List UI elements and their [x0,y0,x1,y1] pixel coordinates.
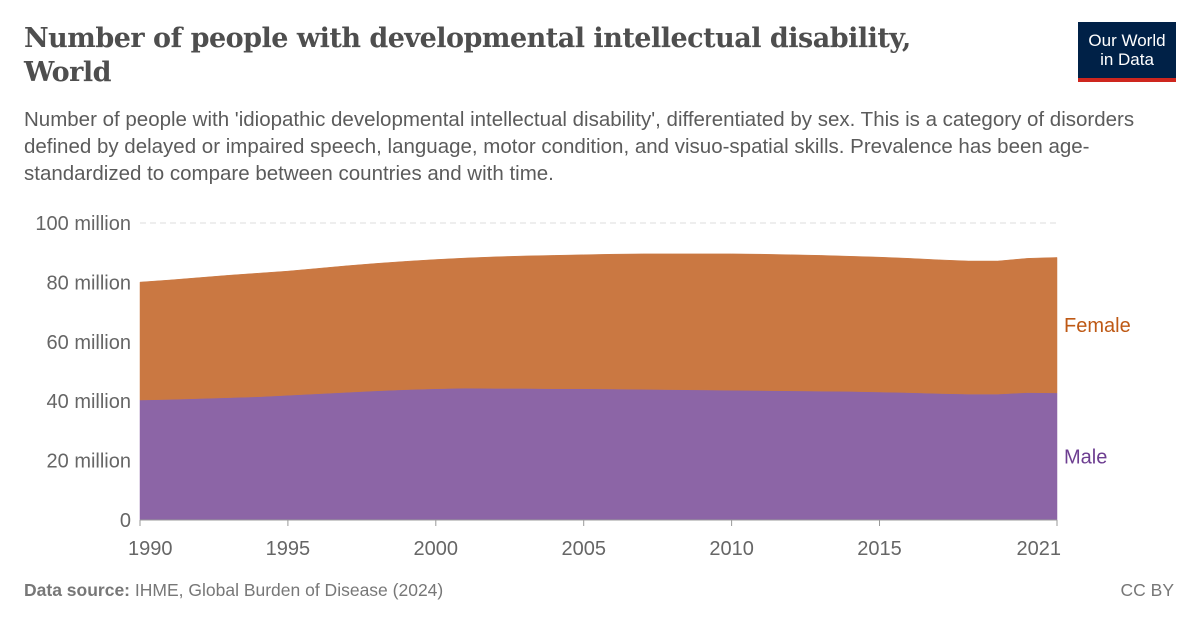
y-tick-label: 100 million [35,213,131,235]
x-tick-label: 1990 [128,538,173,560]
logo-text: Our World in Data [1088,31,1166,69]
x-tick-label: 2000 [414,538,459,560]
source-text[interactable]: IHME, Global Burden of Disease (2024) [134,580,444,600]
source-label: Data source: [24,580,131,600]
y-tick-label: 20 million [47,451,131,473]
chart-title: Number of people with developmental inte… [24,23,911,88]
data-source: Data source: IHME, Global Burden of Dise… [24,580,443,601]
legend-label-female: Female [1064,315,1131,337]
x-tick-label: 2010 [709,538,754,560]
x-tick-label: 2021 [1017,538,1062,560]
area-male [139,387,1058,521]
x-tick-label: 2015 [857,538,902,560]
license[interactable]: CC BY [1120,580,1174,600]
y-tick-label: 80 million [47,272,131,294]
y-tick-label: 60 million [47,332,131,354]
x-tick-label: 2005 [561,538,606,560]
chart-subtitle: Number of people with 'idiopathic develo… [24,108,1135,185]
owid-logo[interactable]: Our World in Data [1078,22,1176,82]
area-female [139,253,1058,401]
y-tick-label: 40 million [47,391,131,413]
legend-label-male: Male [1064,446,1107,468]
y-tick-label: 0 [120,510,131,532]
x-tick-label: 1995 [266,538,311,560]
